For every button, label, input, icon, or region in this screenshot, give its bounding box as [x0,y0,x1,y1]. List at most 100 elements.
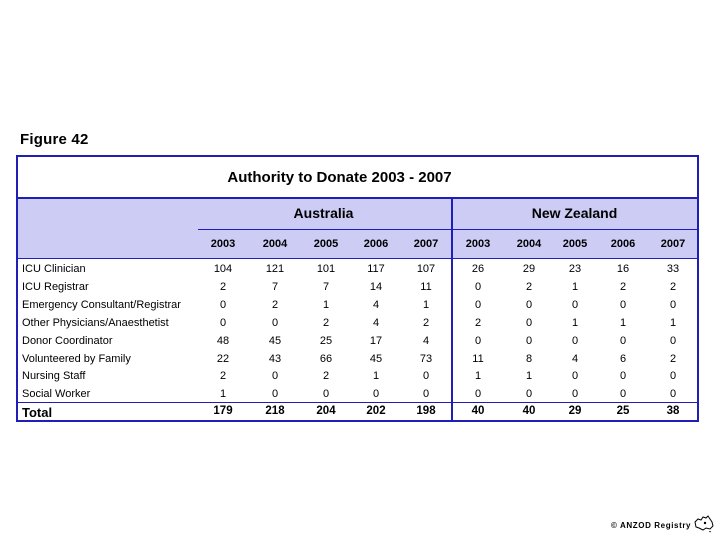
table-cell: 0 [571,388,579,400]
total-cell: 204 [316,405,336,417]
total-label: Total [22,405,53,420]
table-cell: 1 [571,281,579,293]
table-cell: 1 [669,317,677,329]
year-header: 2004 [262,238,288,250]
country-separator [451,199,453,420]
row-label: ICU Clinician [22,263,86,275]
table-cell: 0 [474,281,482,293]
table-cell: 4 [372,299,380,311]
total-cell: 40 [471,405,485,417]
table-cell: 23 [568,263,582,275]
table-cell: 2 [422,317,430,329]
table-cell: 48 [216,335,230,347]
table-cell: 7 [271,281,279,293]
table-cell: 0 [669,370,677,382]
total-separator [18,402,697,403]
row-label: Emergency Consultant/Registrar [22,299,181,311]
table-cell: 4 [372,317,380,329]
table-title: Authority to Donate 2003 - 2007 [227,168,452,186]
table-cell: 0 [619,370,627,382]
total-cell: 38 [666,405,680,417]
row-label: Donor Coordinator [22,335,113,347]
table-cell: 11 [420,281,432,293]
table-cell: 2 [525,281,533,293]
table-cell: 0 [525,335,533,347]
table-cell: 1 [525,370,533,382]
table-cell: 107 [416,263,436,275]
table-cell: 0 [619,335,627,347]
table-cell: 7 [322,281,330,293]
table-cell: 121 [265,263,285,275]
table-cell: 117 [367,263,385,275]
table-cell: 45 [268,335,282,347]
table-cell: 1 [219,388,227,400]
row-label: ICU Registrar [22,281,89,293]
table-cell: 0 [474,335,482,347]
year-header: 2006 [363,238,389,250]
year-header: 2005 [562,238,588,250]
table-cell: 2 [669,281,677,293]
table-cell: 101 [316,263,336,275]
table-cell: 73 [419,353,433,365]
table-cell: 14 [369,281,383,293]
table-cell: 0 [669,299,677,311]
table-cell: 25 [319,335,333,347]
table-cell: 2 [271,299,279,311]
row-label: Nursing Staff [22,370,86,382]
table-cell: 0 [271,388,279,400]
table-cell: 0 [669,335,677,347]
total-cell: 202 [366,405,386,417]
table-cell: 0 [525,299,533,311]
table-cell: 1 [474,370,482,382]
total-cell: 179 [213,405,233,417]
table-cell: 1 [372,370,380,382]
australia-map-icon [694,515,714,533]
total-cell: 218 [265,405,285,417]
table-cell: 0 [571,335,579,347]
group-rule-australia [198,229,451,230]
table-cell: 2 [619,281,627,293]
table-cell: 4 [571,353,579,365]
year-header: 2006 [610,238,636,250]
table-cell: 22 [216,353,230,365]
table-cell: 0 [474,388,482,400]
group-header-new-zealand: New Zealand [531,205,618,221]
table-cell: 26 [471,263,485,275]
table-title-bar: Authority to Donate 2003 - 2007 [18,157,697,199]
table-cell: 0 [422,370,430,382]
table-cell: 33 [666,263,680,275]
table-cell: 0 [525,317,533,329]
table-cell: 0 [619,299,627,311]
table-cell: 0 [372,388,380,400]
figure-label: Figure 42 [20,131,89,148]
table-cell: 2 [474,317,482,329]
total-cell: 198 [416,405,436,417]
table-cell: 0 [619,388,627,400]
table-cell: 11 [472,353,484,365]
table-cell: 0 [271,317,279,329]
total-cell: 29 [568,405,582,417]
authority-to-donate-table: Authority to Donate 2003 - 2007 Australi… [16,155,699,422]
group-rule-new-zealand [453,229,697,230]
table-cell: 66 [319,353,333,365]
table-cell: 45 [369,353,383,365]
table-cell: 1 [571,317,579,329]
table-cell: 0 [571,370,579,382]
table-cell: 2 [219,370,227,382]
row-label: Social Worker [22,388,91,400]
table-cell: 4 [422,335,430,347]
table-cell: 2 [322,370,330,382]
table-cell: 1 [619,317,627,329]
table-cell: 0 [422,388,430,400]
total-cell: 40 [522,405,536,417]
year-header: 2004 [516,238,542,250]
table-cell: 0 [271,370,279,382]
table-cell: 1 [422,299,430,311]
table-cell: 0 [474,299,482,311]
year-header: 2003 [465,238,491,250]
table-cell: 0 [219,299,227,311]
table-cell: 0 [571,299,579,311]
year-header: 2003 [210,238,236,250]
total-cell: 25 [616,405,630,417]
year-header: 2005 [313,238,339,250]
